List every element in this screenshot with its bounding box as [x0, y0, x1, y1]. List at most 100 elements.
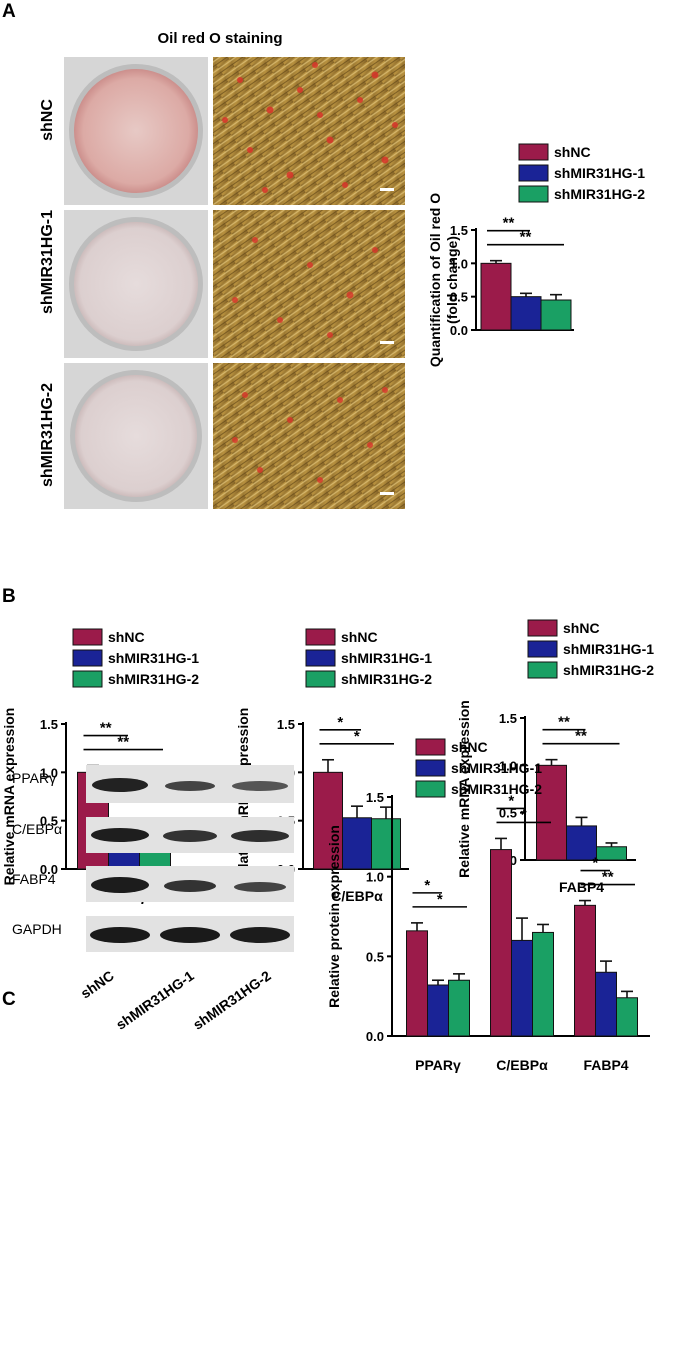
- blot-strip-cebpa: [86, 817, 294, 853]
- legend-swatch: [415, 759, 446, 777]
- significance-label: *: [424, 877, 430, 894]
- bar-shmir31hg-1: [511, 939, 533, 1037]
- y-tick-label: 0.0: [366, 1029, 384, 1044]
- micrograph-1: [213, 57, 405, 205]
- y-tick-label: 0.5: [40, 814, 58, 829]
- y-tick-label: 1.5: [499, 711, 517, 726]
- significance-label: **: [520, 229, 532, 246]
- micrograph-2: [213, 210, 405, 358]
- micrograph-3: [213, 363, 405, 509]
- bar-shnc: [406, 930, 428, 1037]
- legend-swatch: [518, 185, 549, 203]
- blot-lane-shnc: shNC: [78, 967, 117, 1001]
- legend-label: shNC: [108, 629, 145, 645]
- blot-lane-1: shMIR31HG-1: [113, 967, 197, 1032]
- blot-label-pparg: PPARγ: [12, 770, 56, 786]
- y-tick-label: 1.0: [366, 870, 384, 885]
- bar-shnc: [480, 262, 512, 331]
- significance-label: **: [602, 869, 614, 886]
- legend-swatch: [72, 670, 103, 688]
- category-label: FABP4: [559, 879, 604, 895]
- bar-shmir31hg-2: [371, 818, 401, 870]
- legend-label: shMIR31HG-1: [451, 760, 542, 776]
- panel-letter-a: A: [2, 1, 16, 22]
- row-label-2: shMIR31HG-1: [39, 210, 56, 314]
- bar-shmir31hg-2: [596, 846, 627, 861]
- bar-shnc: [490, 849, 512, 1037]
- significance-label: *: [592, 855, 598, 872]
- category-label: C/EBPα: [331, 888, 383, 904]
- legend-label: shMIR31HG-2: [341, 671, 432, 687]
- legend-swatch: [527, 661, 558, 679]
- dish-photo-1: [64, 57, 208, 205]
- legend-swatch: [415, 780, 446, 798]
- significance-label: **: [575, 728, 587, 745]
- legend-label: shNC: [554, 144, 591, 160]
- category-label: C/EBPα: [496, 1057, 548, 1073]
- legend-label: shMIR31HG-2: [563, 662, 654, 678]
- y-axis-label: Quantification of Oil red O: [427, 193, 443, 367]
- y-tick-label: 0.0: [450, 323, 468, 338]
- y-tick-label: 0.5: [366, 949, 384, 964]
- significance-label: **: [558, 714, 570, 731]
- blot-strip-gapdh: [86, 916, 294, 952]
- bar-shnc: [536, 764, 567, 861]
- legend-label: shMIR31HG-2: [451, 781, 542, 797]
- category-label: FABP4: [583, 1057, 628, 1073]
- significance-label: *: [337, 714, 343, 731]
- blot-strip-fabp4: [86, 866, 294, 902]
- significance-label: *: [508, 792, 514, 809]
- legend-swatch: [518, 164, 549, 182]
- panel-letter-c: C: [2, 989, 16, 1010]
- bar-shmir31hg-2: [532, 931, 554, 1037]
- y-tick-label: 1.5: [40, 717, 58, 732]
- y-tick-label: 0.5: [499, 806, 517, 821]
- y-tick-label: 1.0: [450, 256, 468, 271]
- legend-swatch: [415, 738, 446, 756]
- y-axis-label: Relative mRNA expression: [1, 708, 17, 886]
- legend-label: shMIR31HG-2: [554, 186, 645, 202]
- y-axis-label: Relative protein expression: [326, 825, 342, 1008]
- legend-swatch: [305, 649, 336, 667]
- bar-shmir31hg-2: [540, 299, 572, 331]
- blot-label-cebpa: C/EBPα: [12, 821, 62, 837]
- y-tick-label: 1.5: [450, 223, 468, 238]
- legend-swatch: [305, 628, 336, 646]
- svg-text:shMIR31HG-2: shMIR31HG-2: [39, 383, 56, 487]
- legend-swatch: [305, 670, 336, 688]
- dish-photo-3: [64, 363, 208, 509]
- panel-letter-b: B: [2, 586, 16, 607]
- legend-label: shMIR31HG-1: [563, 641, 654, 657]
- oil-red-title: Oil red O staining: [157, 30, 282, 47]
- legend-label: shMIR31HG-1: [341, 650, 432, 666]
- bar-shmir31hg-1: [427, 984, 449, 1037]
- legend-label: shMIR31HG-2: [108, 671, 199, 687]
- significance-label: *: [521, 806, 527, 823]
- bar-shmir31hg-1: [342, 817, 372, 870]
- legend-label: shNC: [341, 629, 378, 645]
- y-tick-label: 0.5: [450, 290, 468, 305]
- y-tick-label: 1.5: [277, 717, 295, 732]
- legend-swatch: [527, 619, 558, 637]
- y-tick-label: 1.0: [499, 758, 517, 773]
- y-tick-label: 1.5: [366, 790, 384, 805]
- significance-label: **: [117, 734, 129, 751]
- blot-label-fabp4: FABP4: [12, 871, 56, 887]
- category-label: PPARγ: [415, 1057, 461, 1073]
- chart-oil-red-quant: 0.0 0.5 1.0 1.5 Quantification of Oil red O(…: [427, 143, 645, 367]
- svg-text:shNC: shNC: [39, 99, 56, 141]
- bar-shmir31hg-2: [616, 997, 638, 1037]
- western-blot: PPARγ C/EBPα FABP4 GAPDH shNC: [12, 765, 294, 1033]
- dish-photo-2: [64, 210, 208, 358]
- legend-swatch: [72, 628, 103, 646]
- legend-label: shNC: [563, 620, 600, 636]
- legend-label: shNC: [451, 739, 488, 755]
- legend-label: shMIR31HG-1: [554, 165, 645, 181]
- bar-shmir31hg-1: [510, 296, 542, 331]
- bar-shnc: [574, 904, 596, 1037]
- row-label-1: shNC: [39, 99, 56, 141]
- blot-strip-pparg: [86, 765, 294, 803]
- significance-label: *: [437, 891, 443, 908]
